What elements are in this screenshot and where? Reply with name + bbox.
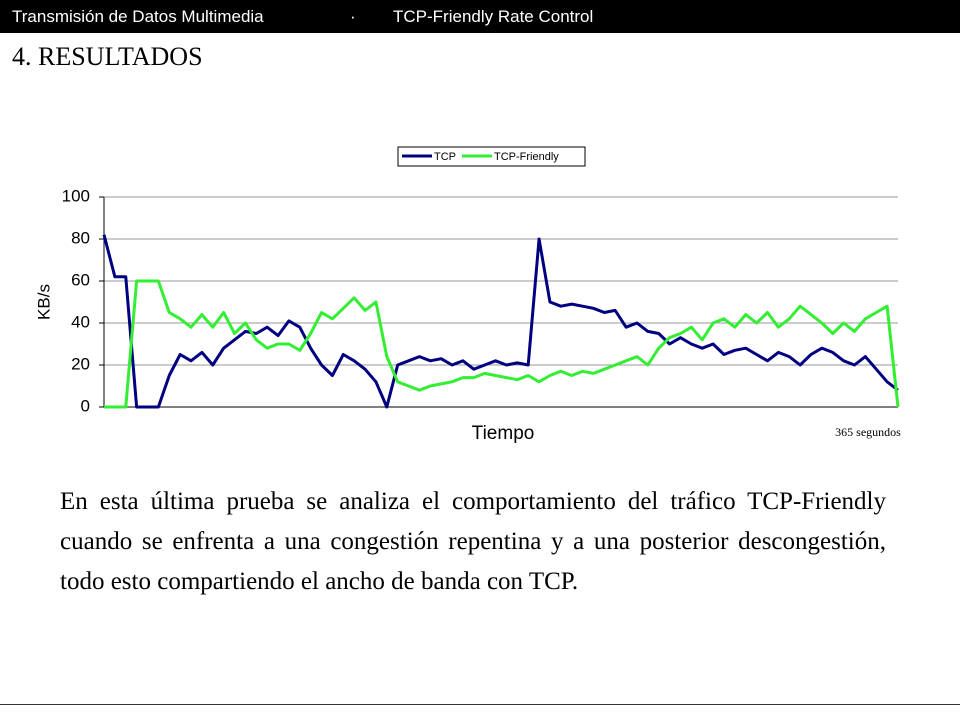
header-separator: · xyxy=(350,7,356,26)
header-bar: Transmisión de Datos Multimedia · TCP-Fr… xyxy=(0,0,960,33)
header-right: TCP-Friendly Rate Control xyxy=(393,7,594,26)
y-tick-label: 20 xyxy=(71,354,90,373)
note: 365 segundos xyxy=(835,425,901,439)
series-line xyxy=(104,279,900,409)
y-tick-label: 60 xyxy=(71,270,90,289)
legend-label: TCP xyxy=(434,151,456,163)
y-tick-label: 100 xyxy=(62,186,90,205)
series-line xyxy=(102,234,899,409)
y-tick-label: 0 xyxy=(81,396,90,415)
chart: Tiempo KB/s 365 segundos 0 20 40 60 80 100 TCP… xyxy=(34,146,901,444)
y-axis-label: KB/s xyxy=(34,284,53,320)
header-left: Transmisión de Datos Multimedia xyxy=(12,7,264,26)
body-text: En esta última prueba se analiza el comp… xyxy=(60,488,886,595)
legend-label: TCP-Friendly xyxy=(494,151,559,163)
heading: 4. RESULTADOS xyxy=(12,42,203,71)
x-axis-label: Tiempo xyxy=(472,423,535,444)
y-tick-label: 40 xyxy=(71,312,90,331)
y-tick-label: 80 xyxy=(71,228,90,247)
bottom-rule xyxy=(0,704,960,705)
